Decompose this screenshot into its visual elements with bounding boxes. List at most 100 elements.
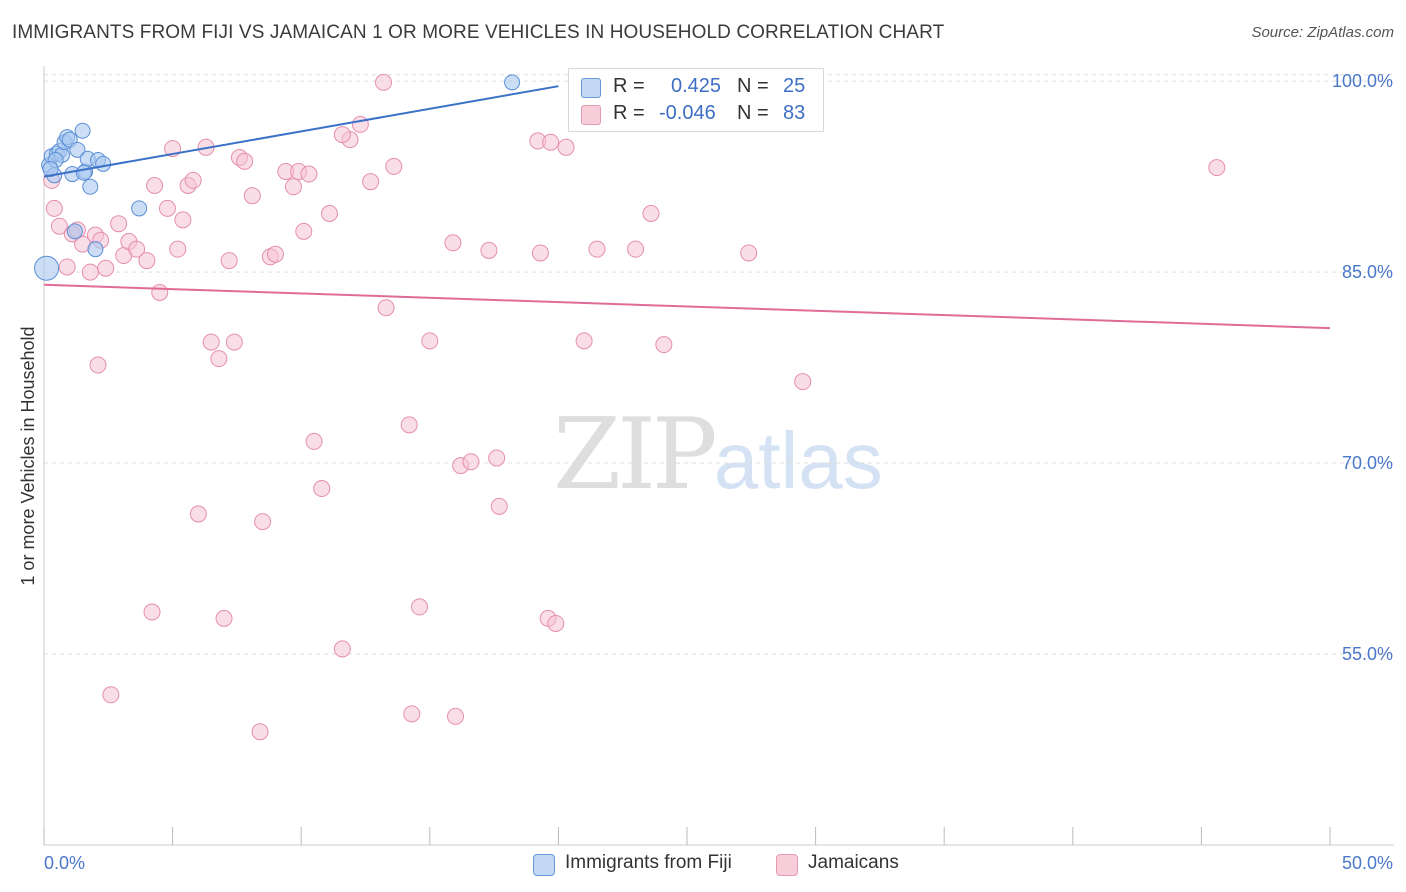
jamaican-point xyxy=(740,244,758,262)
jamaican-point xyxy=(490,497,508,515)
jamaicans-legend-label: Jamaicans xyxy=(808,852,899,873)
jamaican-point xyxy=(251,723,269,741)
jamaicans-swatch xyxy=(581,105,601,125)
x-tick-label: 50.0% xyxy=(1342,853,1393,873)
legend-n-label: N = xyxy=(737,102,769,124)
jamaican-point xyxy=(89,356,107,374)
jamaican-point xyxy=(642,205,660,223)
jamaican-point xyxy=(385,157,403,175)
fiji-point xyxy=(95,155,112,172)
jamaican-point xyxy=(444,234,462,252)
jamaicans-points xyxy=(43,71,1226,741)
jamaican-point xyxy=(300,165,318,183)
jamaican-point xyxy=(295,222,313,240)
trend-lines xyxy=(43,85,1331,330)
zipatlas-watermark: ZIPatlas xyxy=(553,398,883,512)
jamaican-point xyxy=(45,199,63,217)
jamaican-point xyxy=(305,432,323,450)
jamaican-point xyxy=(138,252,156,270)
fiji-point xyxy=(82,178,99,195)
jamaican-point xyxy=(542,133,560,151)
jamaicans-trend-line xyxy=(43,283,1331,330)
watermark-atlas: atlas xyxy=(713,416,883,505)
jamaican-point xyxy=(215,609,233,627)
jamaican-point xyxy=(794,373,812,391)
jamaican-point xyxy=(151,283,169,301)
y-tick-label: 70.0% xyxy=(1342,453,1393,473)
jamaican-point xyxy=(184,171,202,189)
jamaican-point xyxy=(146,176,164,194)
legend-n-value: 83 xyxy=(783,102,806,124)
jamaican-point xyxy=(50,217,68,235)
fiji-point xyxy=(34,255,60,281)
legend-r-value: 0.425 xyxy=(671,75,722,97)
legend-r-label: R = xyxy=(613,102,645,124)
jamaican-point xyxy=(333,640,351,658)
jamaican-point xyxy=(102,686,120,704)
jamaican-point xyxy=(400,416,418,434)
jamaican-point xyxy=(411,598,429,616)
jamaican-point xyxy=(351,115,369,133)
fiji-point xyxy=(131,200,148,217)
jamaican-point xyxy=(462,453,480,471)
jamaican-point xyxy=(97,259,115,277)
jamaican-point xyxy=(202,333,220,351)
jamaican-point xyxy=(174,211,192,229)
jamaican-point xyxy=(110,215,128,233)
fiji-trend-line xyxy=(43,85,559,178)
legend-n-label: N = xyxy=(737,75,769,97)
jamaican-point xyxy=(531,244,549,262)
jamaican-point xyxy=(627,240,645,258)
legend-r-label: R = xyxy=(613,75,645,97)
axes xyxy=(43,66,1394,846)
jamaican-point xyxy=(243,187,261,205)
x-tick-label: 0.0% xyxy=(44,853,85,873)
fiji-point xyxy=(74,122,91,139)
jamaican-point xyxy=(313,480,331,498)
jamaican-point xyxy=(266,245,284,263)
jamaican-point xyxy=(547,614,565,632)
fiji-swatch xyxy=(581,78,601,98)
jamaican-point xyxy=(488,449,506,467)
jamaican-point xyxy=(403,705,421,723)
jamaican-point xyxy=(333,126,351,144)
jamaican-point xyxy=(210,350,228,368)
fiji-point xyxy=(504,74,521,91)
jamaican-point xyxy=(143,603,161,621)
jamaican-point xyxy=(58,258,76,276)
y-axis-title: 1 or more Vehicles in Household xyxy=(18,326,38,585)
chart-title: IMMIGRANTS FROM FIJI VS JAMAICAN 1 OR MO… xyxy=(12,22,945,43)
correlation-legend: R = 0.425 N = 25 R = -0.046 N = 83 xyxy=(568,68,824,132)
jamaicans-legend-swatch xyxy=(776,854,798,876)
jamaican-point xyxy=(189,505,207,523)
jamaican-point xyxy=(480,241,498,259)
jamaican-point xyxy=(169,240,187,258)
watermark-zip: ZIP xyxy=(553,398,718,512)
jamaican-point xyxy=(254,513,272,531)
jamaican-point xyxy=(220,252,238,270)
jamaican-point xyxy=(655,336,673,354)
axis-labels: 55.0% 70.0% 85.0% 100.0% 0.0% 50.0% 1 or more … xyxy=(18,71,1393,873)
fiji-point xyxy=(66,223,83,240)
jamaican-point xyxy=(575,332,593,350)
legend-r-value: -0.046 xyxy=(659,102,716,124)
jamaican-point xyxy=(320,205,338,223)
jamaican-point xyxy=(421,332,439,350)
jamaican-point xyxy=(81,263,99,281)
jamaican-point xyxy=(375,73,393,91)
jamaican-point xyxy=(158,199,176,217)
fiji-legend-label: Immigrants from Fiji xyxy=(565,852,732,873)
fiji-point xyxy=(87,241,104,258)
chart-source: Source: ZipAtlas.com xyxy=(1251,24,1394,41)
y-tick-label: 85.0% xyxy=(1342,262,1393,282)
legend-n-value: 25 xyxy=(783,75,806,97)
fiji-point xyxy=(75,164,92,181)
series-legend: Immigrants from Fiji Jamaicans xyxy=(0,852,1406,878)
jamaican-point xyxy=(128,240,146,258)
jamaican-point xyxy=(362,173,380,191)
y-tick-label: 55.0% xyxy=(1342,644,1393,664)
jamaican-point xyxy=(588,240,606,258)
jamaican-point xyxy=(447,707,465,725)
jamaican-point xyxy=(225,333,243,351)
